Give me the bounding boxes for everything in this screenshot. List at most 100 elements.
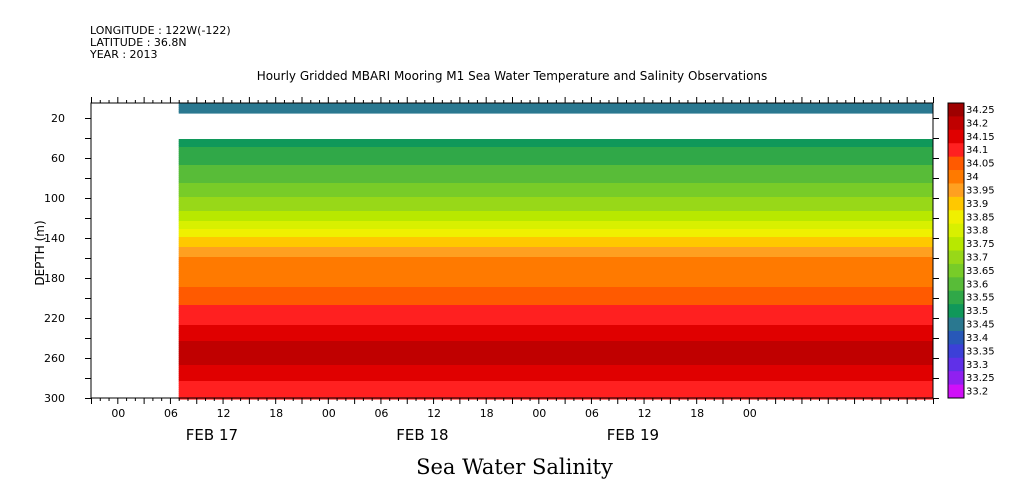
- salinity-band: [178, 111, 934, 114]
- colorbar-frame: [947, 102, 965, 399]
- colorbar-label: 34.2: [966, 118, 988, 129]
- colorbar-swatch: [948, 116, 964, 131]
- colorbar-swatch: [948, 196, 964, 211]
- salinity-band: [178, 349, 934, 352]
- salinity-band: [178, 227, 934, 230]
- salinity-band: [178, 289, 934, 292]
- salinity-band: [178, 385, 934, 388]
- colorbar-swatch: [948, 103, 964, 117]
- colorbar-label: 33.55: [966, 293, 995, 304]
- y-tick-label: 20: [51, 112, 65, 125]
- salinity-band: [178, 229, 934, 232]
- salinity-band: [178, 381, 934, 384]
- salinity-band: [178, 153, 934, 156]
- salinity-band: [178, 191, 934, 194]
- salinity-band: [178, 221, 934, 224]
- salinity-band: [178, 103, 934, 106]
- chart-title: Hourly Gridded MBARI Mooring M1 Sea Wate…: [256, 69, 768, 83]
- salinity-band: [178, 201, 934, 204]
- salinity-band: [178, 179, 934, 182]
- salinity-band: [178, 189, 934, 192]
- colorbar-label: 34.25: [966, 105, 995, 116]
- salinity-band: [178, 323, 934, 326]
- salinity-band: [178, 203, 934, 206]
- salinity-band: [178, 207, 934, 210]
- colorbar-label: 34.1: [966, 145, 988, 156]
- salinity-band: [178, 377, 934, 380]
- salinity-band: [178, 235, 934, 238]
- salinity-band: [178, 371, 934, 374]
- salinity-band: [178, 251, 934, 254]
- salinity-band: [178, 247, 934, 250]
- salinity-band: [178, 273, 934, 276]
- salinity-band: [178, 259, 934, 262]
- colorbar-swatch: [948, 277, 964, 292]
- salinity-band: [178, 199, 934, 202]
- salinity-band: [178, 167, 934, 170]
- salinity-band: [178, 211, 934, 214]
- salinity-band: [178, 213, 934, 216]
- salinity-band: [178, 265, 934, 268]
- y-axis-label: DEPTH (m): [33, 220, 47, 285]
- salinity-band: [178, 185, 934, 188]
- salinity-band: [178, 291, 934, 294]
- salinity-band: [178, 319, 934, 322]
- salinity-band: [178, 175, 934, 178]
- salinity-band: [178, 187, 934, 190]
- y-tick-label: 140: [44, 232, 65, 245]
- salinity-band: [178, 249, 934, 252]
- salinity-band: [178, 281, 934, 284]
- salinity-band: [178, 325, 934, 328]
- colorbar-label: 33.6: [966, 279, 988, 290]
- salinity-band: [178, 205, 934, 208]
- colorbar-swatch: [948, 170, 964, 184]
- salinity-band: [178, 353, 934, 356]
- salinity-band: [178, 143, 934, 146]
- colorbar-swatch: [948, 290, 964, 305]
- salinity-band: [178, 307, 934, 310]
- salinity-band: [178, 253, 934, 256]
- salinity-band: [178, 141, 934, 144]
- x-day-label: FEB 19: [607, 426, 659, 444]
- y-tick-label: 260: [44, 352, 65, 365]
- salinity-band: [178, 355, 934, 358]
- salinity-band: [178, 317, 934, 320]
- colorbar-swatch: [948, 237, 964, 251]
- salinity-band: [178, 197, 934, 200]
- x-tick-label: 12: [217, 407, 231, 420]
- salinity-band: [178, 313, 934, 316]
- colorbar-label: 33.2: [966, 387, 988, 398]
- salinity-band: [178, 387, 934, 390]
- salinity-band: [178, 365, 934, 368]
- x-tick-label: 00: [743, 407, 757, 420]
- salinity-band: [178, 139, 934, 142]
- salinity-band: [178, 341, 934, 344]
- colorbar-swatch: [948, 210, 964, 225]
- salinity-band: [178, 351, 934, 354]
- x-tick-label: 18: [269, 407, 283, 420]
- salinity-band: [178, 145, 934, 148]
- salinity-band: [178, 309, 934, 312]
- salinity-band: [178, 297, 934, 300]
- salinity-band: [178, 215, 934, 218]
- salinity-band: [178, 373, 934, 376]
- x-tick-label: 00: [111, 407, 125, 420]
- salinity-band: [178, 173, 934, 176]
- salinity-band: [178, 311, 934, 314]
- colorbar-label: 33.95: [966, 185, 995, 196]
- salinity-band: [178, 315, 934, 318]
- salinity-band: [178, 375, 934, 378]
- salinity-band: [178, 239, 934, 242]
- salinity-band: [178, 275, 934, 278]
- year-label: YEAR : 2013: [90, 48, 158, 61]
- salinity-band: [178, 277, 934, 280]
- salinity-band: [178, 321, 934, 324]
- salinity-band: [178, 345, 934, 348]
- salinity-band: [178, 343, 934, 346]
- salinity-band: [178, 255, 934, 258]
- colorbar-label: 33.9: [966, 199, 988, 210]
- colorbar: 34.25 34.2 34.15 34.1 34.05 34 33.95 33.9 33.85 3…: [947, 102, 995, 399]
- colorbar-label: 33.5: [966, 306, 988, 317]
- x-tick-label: 18: [690, 407, 704, 420]
- colorbar-swatch: [948, 371, 964, 385]
